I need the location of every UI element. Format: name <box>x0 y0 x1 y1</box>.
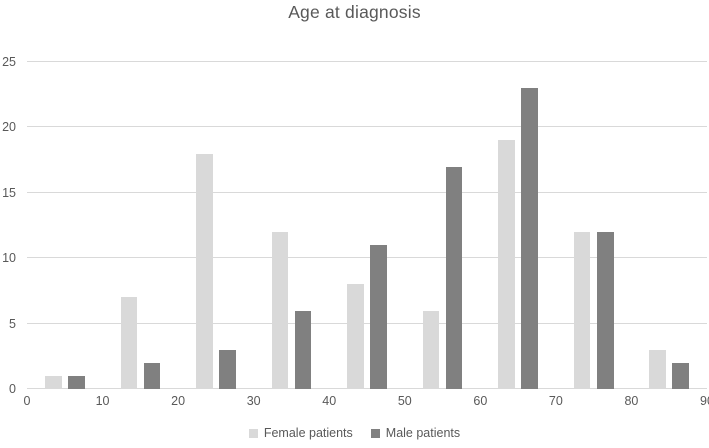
female-bar-20-30 <box>196 153 213 389</box>
female-bar-40-50 <box>347 284 364 389</box>
y-axis-tick-label: 15 <box>2 185 16 200</box>
legend: Female patients Male patients <box>0 426 709 440</box>
female-bar-60-70 <box>498 140 515 389</box>
x-axis-tick-label: 10 <box>95 394 110 408</box>
x-axis-tick-label: 30 <box>246 394 261 408</box>
gridline <box>27 61 707 62</box>
male-bar-0-10 <box>68 375 85 389</box>
male-series-swatch <box>370 428 380 438</box>
x-axis-tick-label: 20 <box>171 394 186 408</box>
gridline <box>27 257 707 259</box>
y-axis-tick-label: 5 <box>9 316 16 331</box>
y-axis-tick-label: 0 <box>9 382 16 396</box>
chart-title: Age at diagnosis <box>288 2 421 22</box>
male-bar-30-40 <box>294 310 312 389</box>
y-axis-tick-label: 10 <box>2 251 16 266</box>
male-bar-40-50 <box>370 245 387 389</box>
x-axis-tick-label: 70 <box>548 394 563 408</box>
plot-area <box>27 61 707 389</box>
legend-label-female: Female patients <box>263 426 353 440</box>
gridline <box>27 126 707 128</box>
y-axis-tick-label: 25 <box>2 55 16 69</box>
female-bar-80-90 <box>649 349 667 389</box>
male-bar-20-30 <box>219 349 236 389</box>
male-bar-10-20 <box>143 362 161 389</box>
x-axis-tick-label: 60 <box>473 394 488 408</box>
female-bar-70-80 <box>573 232 591 389</box>
legend-label-male: Male patients <box>385 426 461 440</box>
gridline <box>27 191 707 193</box>
female-bar-10-20 <box>120 297 138 389</box>
gridline <box>27 322 707 324</box>
female-bar-0-10 <box>44 375 62 389</box>
gridline <box>27 388 707 389</box>
male-bar-70-80 <box>596 232 614 389</box>
female-bar-30-40 <box>271 232 289 389</box>
y-axis-tick-label: 20 <box>2 120 16 135</box>
legend-item-female: Female patients <box>248 426 353 440</box>
x-axis-tick-label: 50 <box>397 394 412 408</box>
x-axis-tick-label: 90 <box>700 394 709 408</box>
female-series-swatch <box>248 428 258 438</box>
legend-item-male: Male patients <box>370 426 461 440</box>
x-axis-tick-label: 40 <box>322 394 337 408</box>
male-bar-60-70 <box>521 88 538 389</box>
x-axis-tick-label: 80 <box>624 394 639 408</box>
male-bar-80-90 <box>672 362 690 389</box>
x-axis-tick-label: 0 <box>23 394 31 408</box>
female-bar-50-60 <box>422 310 440 389</box>
male-bar-50-60 <box>445 166 463 389</box>
